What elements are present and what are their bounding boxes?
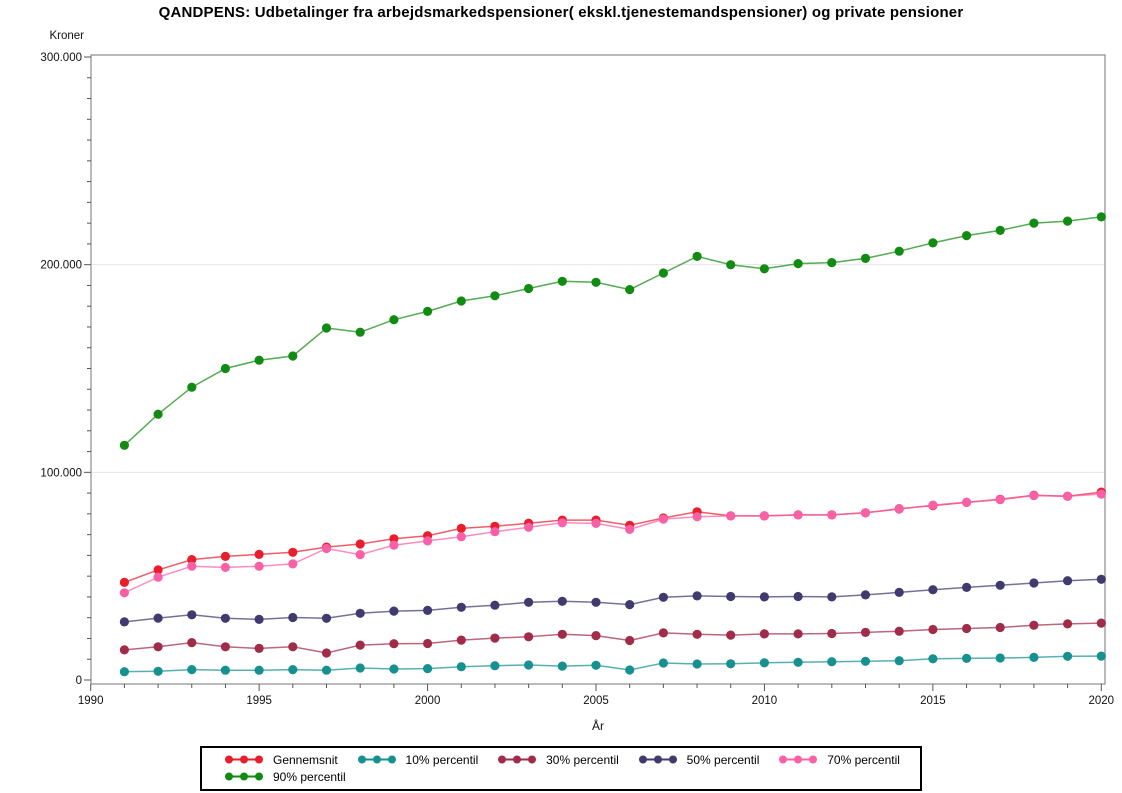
legend-item-label: 50% percentil	[686, 752, 760, 767]
legend-item-30-percentil: 30% percentil	[495, 753, 619, 767]
svg-text:2010: 2010	[752, 695, 778, 707]
svg-text:100.000: 100.000	[40, 467, 82, 479]
x-axis-ticks: 1990 1995 2000 2005 2010 2015 2020	[78, 684, 1114, 707]
legend-row-2: 90% percentil	[222, 768, 900, 785]
svg-text:300.000: 300.000	[40, 52, 82, 64]
svg-text:0: 0	[76, 675, 82, 687]
svg-text:2020: 2020	[1089, 695, 1115, 707]
legend-marker-icon	[357, 755, 396, 764]
svg-text:200.000: 200.000	[40, 260, 82, 272]
legend-item-label: 10% percentil	[405, 752, 479, 767]
y-axis-label: Kroner	[49, 30, 84, 42]
series-line-70-percentil	[124, 493, 1102, 594]
legend-item-10-percentil: 10% percentil	[355, 752, 479, 767]
series-markers-50-percentil	[119, 574, 1106, 627]
legend-item-label: 90% percentil	[273, 769, 346, 784]
svg-text:2015: 2015	[920, 695, 946, 707]
x-axis-label: År	[592, 719, 604, 733]
plot-frame	[90, 54, 1106, 685]
legend: Gennemsnit 10% percentil 30% percentil 50% …	[200, 746, 922, 791]
legend-item-70-percentil: 70% percentil	[776, 753, 900, 767]
series-markers-10-percentil	[119, 651, 1106, 677]
legend-marker-icon	[779, 755, 818, 764]
svg-text:1995: 1995	[246, 695, 272, 707]
series-markers-70-percentil	[119, 489, 1106, 598]
legend-marker-icon	[225, 755, 263, 764]
svg-text:2005: 2005	[583, 695, 609, 707]
legend-marker-icon	[498, 755, 537, 764]
legend-row-1: Gennemsnit 10% percentil 30% percentil 50% …	[222, 751, 900, 768]
legend-marker-icon	[225, 772, 263, 781]
gridlines	[92, 264, 1104, 473]
series-line-10-percentil	[124, 655, 1102, 673]
series-markers-90-percentil	[119, 212, 1106, 450]
legend-item-50-percentil: 50% percentil	[636, 752, 760, 767]
series-line-gennemsnit	[124, 491, 1102, 584]
chart-title: QANDPENS: Udbetalinger fra arbejdsmarked…	[158, 4, 964, 21]
series-line-50-percentil	[124, 578, 1102, 623]
legend-item-label: 70% percentil	[827, 752, 900, 767]
series-line-90-percentil	[123, 216, 1102, 446]
series-line-30-percentil	[124, 622, 1102, 654]
legend-item-label: Gennemsnit	[273, 752, 338, 767]
legend-marker-icon	[638, 755, 677, 764]
series-markers-30-percentil	[119, 618, 1106, 658]
legend-item-gennemsnit: Gennemsnit	[222, 753, 338, 767]
legend-item-90-percentil: 90% percentil	[222, 770, 346, 784]
y-axis-ticks: 0 100.000 200.000 300.000	[40, 52, 91, 687]
svg-text:2000: 2000	[415, 695, 441, 707]
svg-text:1990: 1990	[78, 695, 104, 707]
legend-item-label: 30% percentil	[546, 752, 619, 767]
